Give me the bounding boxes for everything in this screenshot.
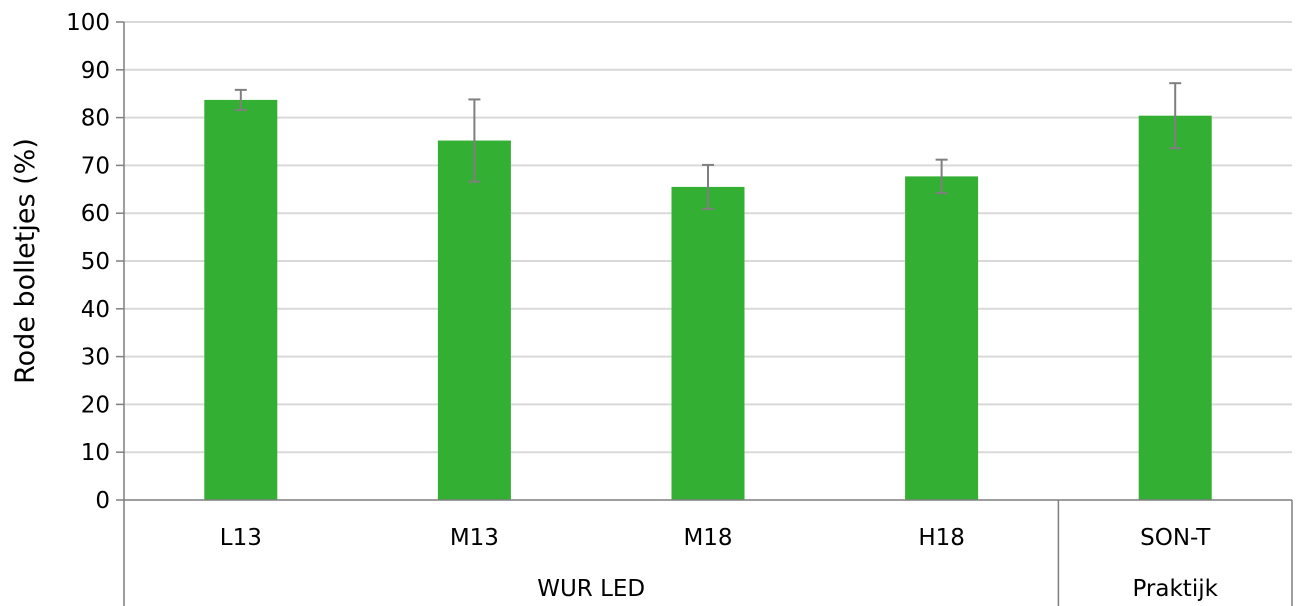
category-label: SON-T bbox=[1140, 525, 1211, 551]
bars bbox=[204, 99, 1212, 501]
y-tick-label: 20 bbox=[81, 392, 110, 418]
y-tick-label: 100 bbox=[66, 10, 110, 36]
axes bbox=[116, 21, 1293, 606]
y-tick-label: 70 bbox=[81, 153, 110, 179]
group-label: WUR LED bbox=[537, 576, 645, 602]
y-tick-labels: 0 10 20 30 40 50 60 70 80 90 100 bbox=[66, 10, 110, 514]
category-label: L13 bbox=[220, 525, 262, 551]
y-tick-label: 10 bbox=[81, 440, 110, 466]
y-tick-label: 90 bbox=[81, 58, 110, 84]
category-label: H18 bbox=[918, 525, 965, 551]
error-bars bbox=[234, 82, 1182, 210]
bar-h18 bbox=[905, 176, 979, 501]
bar-m18 bbox=[671, 186, 745, 500]
group-label: Praktijk bbox=[1132, 576, 1218, 602]
y-tick-label: 60 bbox=[81, 201, 110, 227]
y-tick-label: 40 bbox=[81, 297, 110, 323]
y-tick-label: 0 bbox=[95, 488, 110, 514]
category-label: M18 bbox=[683, 525, 732, 551]
category-labels: L13 M13 M18 H18 SON-T WUR LED Praktijk bbox=[220, 525, 1219, 602]
y-tick-label: 50 bbox=[81, 249, 110, 275]
y-tick-label: 30 bbox=[81, 345, 110, 371]
bar-l13 bbox=[204, 99, 278, 500]
y-axis-label: Rode bolletjes (%) bbox=[10, 138, 41, 384]
category-label: M13 bbox=[450, 525, 499, 551]
y-tick-label: 80 bbox=[81, 106, 110, 132]
bar-m13 bbox=[437, 140, 511, 500]
bar-son-t bbox=[1138, 115, 1212, 501]
